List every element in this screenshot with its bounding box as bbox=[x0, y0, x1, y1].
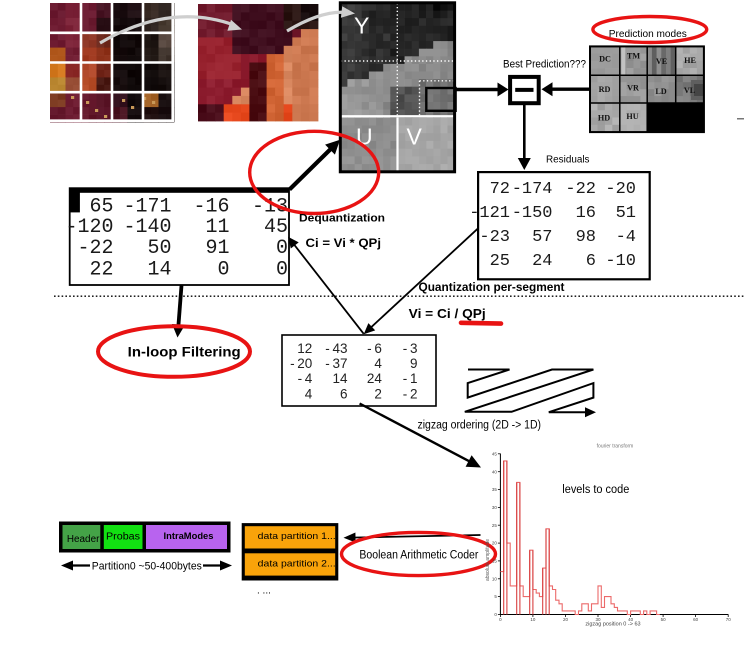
svg-text:Quantization per-segment: Quantization per-segment bbox=[419, 280, 565, 294]
svg-text:0: 0 bbox=[276, 237, 288, 260]
svg-text:- 4: - 4 bbox=[298, 371, 313, 386]
svg-text:-16: -16 bbox=[193, 196, 229, 219]
svg-text:Boolean Arithmetic Coder: Boolean Arithmetic Coder bbox=[359, 550, 478, 562]
svg-text:20: 20 bbox=[492, 541, 498, 546]
svg-text:DC: DC bbox=[599, 55, 611, 64]
svg-text:Y: Y bbox=[354, 13, 369, 39]
svg-text:0: 0 bbox=[494, 612, 497, 617]
svg-text:Vi = Ci / QPj: Vi = Ci / QPj bbox=[409, 306, 486, 321]
svg-text:0: 0 bbox=[217, 259, 229, 282]
svg-text:50: 50 bbox=[661, 617, 667, 622]
svg-text:LD: LD bbox=[655, 87, 666, 96]
svg-text:Best Prediction???: Best Prediction??? bbox=[503, 58, 586, 70]
svg-text:72: 72 bbox=[490, 180, 510, 199]
svg-text:-13: -13 bbox=[252, 196, 288, 219]
svg-text:- 6: - 6 bbox=[367, 341, 382, 356]
svg-text:-150: -150 bbox=[512, 204, 553, 223]
svg-text:40: 40 bbox=[492, 469, 498, 474]
svg-text:Dequantization: Dequantization bbox=[299, 212, 385, 224]
svg-text:HE: HE bbox=[684, 56, 696, 65]
svg-text:levels to code: levels to code bbox=[562, 484, 629, 496]
svg-text:12: 12 bbox=[297, 341, 312, 356]
svg-text:VR: VR bbox=[627, 84, 639, 93]
svg-text:60: 60 bbox=[693, 617, 699, 622]
svg-text:14: 14 bbox=[332, 371, 348, 386]
svg-text:2: 2 bbox=[374, 386, 382, 401]
svg-text:11: 11 bbox=[205, 216, 229, 239]
svg-text:TM: TM bbox=[627, 52, 640, 61]
svg-text:data partition 1...: data partition 1... bbox=[258, 531, 336, 542]
svg-text:25: 25 bbox=[492, 523, 498, 528]
svg-text:10: 10 bbox=[530, 617, 536, 622]
svg-text:Header: Header bbox=[67, 534, 100, 545]
svg-text:Residuals: Residuals bbox=[546, 155, 590, 166]
svg-text:zigzag position 0 -> 63: zigzag position 0 -> 63 bbox=[585, 622, 640, 628]
svg-text:- 20: - 20 bbox=[290, 356, 312, 371]
svg-text:Probas: Probas bbox=[106, 532, 140, 543]
svg-text:Prediction modes: Prediction modes bbox=[609, 28, 687, 40]
svg-text:- 43: - 43 bbox=[325, 341, 347, 356]
svg-text:4: 4 bbox=[305, 386, 313, 401]
svg-text:25: 25 bbox=[490, 252, 510, 271]
svg-text:IntraModes: IntraModes bbox=[164, 531, 214, 542]
svg-text:14: 14 bbox=[147, 259, 171, 282]
svg-text:-140: -140 bbox=[123, 216, 171, 239]
svg-text:-171: -171 bbox=[123, 196, 171, 219]
svg-text:10: 10 bbox=[492, 576, 498, 581]
svg-text:0: 0 bbox=[276, 259, 288, 282]
svg-text:65: 65 bbox=[89, 196, 113, 219]
svg-text:Ci = Vi * QPj: Ci = Vi * QPj bbox=[306, 236, 382, 250]
svg-text:. ...: . ... bbox=[257, 586, 271, 597]
svg-text:RD: RD bbox=[599, 85, 611, 94]
svg-text:6: 6 bbox=[586, 252, 596, 271]
svg-text:0: 0 bbox=[499, 617, 502, 622]
svg-text:30: 30 bbox=[595, 617, 601, 622]
svg-text:16: 16 bbox=[576, 204, 596, 223]
svg-text:-120: -120 bbox=[65, 216, 113, 239]
svg-text:HD: HD bbox=[598, 114, 610, 123]
svg-text:24: 24 bbox=[532, 252, 552, 271]
svg-text:Partition0 ~50-400bytes: Partition0 ~50-400bytes bbox=[92, 561, 202, 573]
svg-text:-22: -22 bbox=[565, 180, 596, 199]
svg-text:- 2: - 2 bbox=[403, 386, 418, 401]
svg-text:VE: VE bbox=[656, 57, 668, 66]
svg-text:40: 40 bbox=[628, 617, 634, 622]
svg-text:70: 70 bbox=[726, 617, 732, 622]
svg-text:45: 45 bbox=[492, 451, 498, 456]
svg-text:data partition 2...: data partition 2... bbox=[258, 558, 336, 569]
svg-text:-20: -20 bbox=[605, 180, 636, 199]
svg-text:30: 30 bbox=[492, 505, 498, 510]
svg-text:-10: -10 bbox=[605, 252, 636, 271]
svg-text:-23: -23 bbox=[479, 228, 510, 247]
svg-text:15: 15 bbox=[492, 559, 498, 564]
svg-text:zigzag ordering (2D -> 1D): zigzag ordering (2D -> 1D) bbox=[418, 419, 542, 431]
svg-text:4: 4 bbox=[374, 356, 382, 371]
svg-text:VL: VL bbox=[684, 86, 696, 95]
svg-text:98: 98 bbox=[576, 228, 596, 247]
svg-text:-4: -4 bbox=[616, 228, 636, 247]
svg-text:V: V bbox=[407, 124, 423, 150]
svg-text:50: 50 bbox=[147, 237, 171, 260]
svg-text:24: 24 bbox=[367, 371, 383, 386]
svg-text:45: 45 bbox=[264, 216, 288, 239]
svg-text:5: 5 bbox=[494, 594, 497, 599]
svg-text:HU: HU bbox=[626, 112, 638, 121]
svg-text:- 1: - 1 bbox=[403, 371, 418, 386]
svg-text:- 3: - 3 bbox=[403, 341, 418, 356]
svg-text:35: 35 bbox=[492, 487, 498, 492]
svg-text:-174: -174 bbox=[512, 180, 553, 199]
svg-text:- 37: - 37 bbox=[325, 356, 347, 371]
svg-text:51: 51 bbox=[616, 204, 636, 223]
svg-text:20: 20 bbox=[563, 617, 569, 622]
svg-text:-22: -22 bbox=[77, 237, 113, 260]
svg-text:6: 6 bbox=[340, 386, 348, 401]
svg-text:-121: -121 bbox=[469, 204, 510, 223]
svg-text:57: 57 bbox=[532, 228, 552, 247]
svg-text:fourier transform: fourier transform bbox=[597, 444, 634, 450]
svg-text:9: 9 bbox=[410, 356, 418, 371]
svg-text:22: 22 bbox=[89, 259, 113, 282]
svg-text:91: 91 bbox=[205, 237, 229, 260]
svg-text:In-loop Filtering: In-loop Filtering bbox=[128, 343, 241, 359]
svg-text:absolute amplitude: absolute amplitude bbox=[485, 539, 491, 581]
